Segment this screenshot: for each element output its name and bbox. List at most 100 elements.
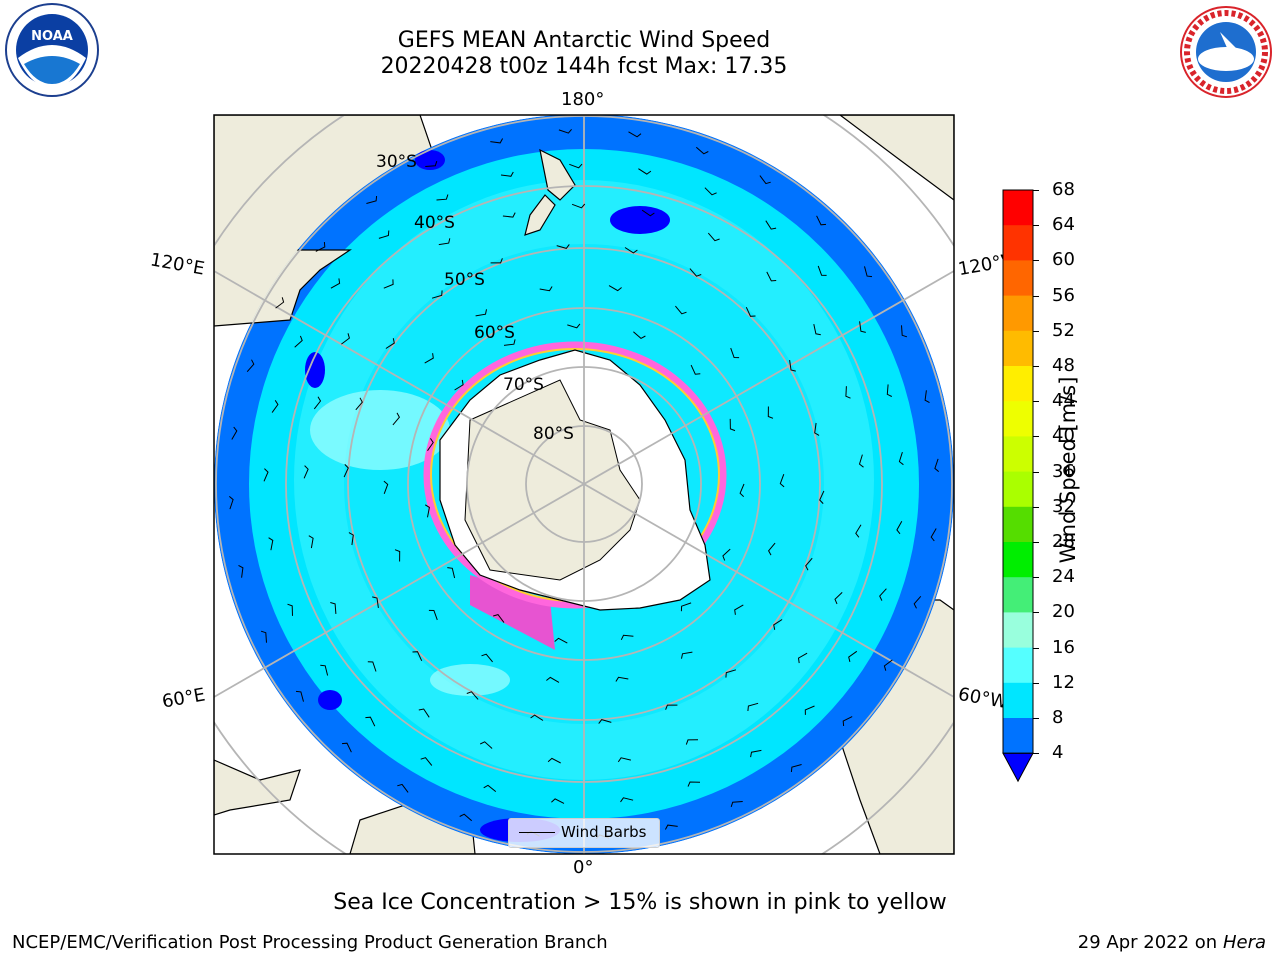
wind-barb (428, 609, 438, 621)
chart-title: GEFS MEAN Antarctic Wind Speed (397, 28, 771, 53)
colorbar-tick-mark (1033, 366, 1039, 367)
wind-barb (766, 271, 777, 282)
colorbar-tick-mark (1033, 682, 1039, 684)
wind-barb (805, 557, 813, 571)
wind-barb (231, 426, 238, 440)
colorbar-tick-label: 32 (1052, 495, 1075, 517)
colorbar-tick-mark (1033, 295, 1039, 297)
wind-barb (816, 215, 827, 226)
wind-barb (695, 146, 709, 155)
colorbar-tick-mark (1033, 330, 1039, 332)
wind-barb (260, 630, 267, 643)
wind-barb (704, 187, 717, 196)
wind-barb (571, 203, 586, 209)
colorbar-cell (1003, 436, 1033, 473)
colorbar-cell (1003, 366, 1033, 402)
wind-barb (392, 412, 401, 426)
wind-barb (859, 321, 866, 333)
wind-barb (481, 653, 493, 663)
wind-barb (858, 454, 864, 468)
footer-date-text: 29 Apr 2022 on (1077, 932, 1223, 953)
wind-barb (425, 160, 438, 167)
colorbar-tick-label: 52 (1052, 319, 1075, 341)
wind-barb (483, 784, 497, 792)
wind-barb (886, 384, 893, 397)
colorbar-tick-mark (1033, 542, 1039, 543)
wind-barb (503, 339, 516, 346)
wind-barb (628, 131, 642, 138)
lat-label-40s: 40°S (414, 213, 455, 233)
wind-barb (641, 209, 655, 217)
colorbar-cell (1003, 577, 1033, 613)
wind-barb (730, 801, 743, 808)
wind-barb (680, 602, 692, 612)
wind-barb (924, 390, 930, 404)
wind-barb (620, 797, 634, 803)
wind-barb (418, 708, 430, 718)
colorbar-cell (1003, 295, 1033, 332)
colorbar-cell (1003, 401, 1033, 437)
wind-barb (797, 652, 808, 664)
wind-barb (287, 603, 293, 616)
wind-barb (633, 331, 646, 340)
wind-barb (547, 757, 561, 764)
wind-barb (779, 474, 785, 488)
wind-barb (773, 619, 783, 630)
wind-barb (689, 268, 702, 277)
wind-barb (539, 286, 553, 292)
wind-barb (546, 676, 560, 683)
graticule (214, 115, 954, 854)
wind-barb (383, 480, 389, 494)
wind-barb (898, 451, 904, 466)
sea-ice-region (470, 575, 555, 650)
wind-barb-legend: Wind Barbs (508, 818, 660, 848)
colorbar-tick-mark (1033, 647, 1039, 649)
wind-barb (901, 325, 908, 338)
wind-barb (842, 716, 853, 727)
wind-barb (767, 406, 774, 419)
wind-barb (817, 265, 827, 276)
wind-barb (490, 138, 504, 144)
wind-barb (734, 604, 744, 615)
wind-barb (268, 537, 274, 551)
wind-barb (814, 422, 820, 436)
wind-barb (855, 524, 862, 538)
colorbar-tick-label: 8 (1052, 707, 1064, 728)
wind-barb (819, 490, 825, 504)
colorbar-tick-label: 16 (1052, 636, 1075, 658)
wind-barb (228, 496, 234, 510)
wind-barb (315, 241, 326, 252)
sea-ice-caption: Sea Ice Concentration > 15% is shown in … (333, 890, 947, 915)
colorbar-tick-label: 60 (1052, 249, 1075, 271)
colorbar-tick-mark (1033, 260, 1039, 262)
wind-barb (790, 764, 802, 773)
noaa-logo: NOAA (5, 3, 99, 97)
colorbar (1002, 189, 1034, 783)
nws-logo (1180, 6, 1272, 98)
wind-barb (617, 757, 632, 763)
wind-barb (367, 661, 377, 672)
colorbar-tick-mark (1033, 577, 1039, 579)
wind-barb (722, 548, 731, 561)
wind-barb (372, 596, 379, 608)
wind-barb (725, 669, 737, 678)
wind-barb (295, 690, 304, 702)
colorbar-cell (1003, 612, 1033, 649)
wind-barb (530, 714, 544, 721)
wind-barb (420, 757, 433, 766)
colorbar-cell (1003, 471, 1033, 508)
colorbar-extend-arrow (1002, 752, 1034, 783)
wind-barb (394, 549, 401, 562)
wind-barb (934, 458, 940, 472)
wind-barb (556, 244, 570, 249)
wind-barb (271, 400, 279, 413)
wind-barb (687, 781, 701, 787)
wind-barb (730, 347, 740, 359)
wind-barb (665, 704, 678, 710)
wind-barb (438, 238, 451, 246)
colorbar-cell (1003, 260, 1033, 297)
wind-barb (343, 464, 349, 478)
wind-barb (620, 634, 634, 641)
colorbar-tick-mark (1033, 718, 1039, 719)
